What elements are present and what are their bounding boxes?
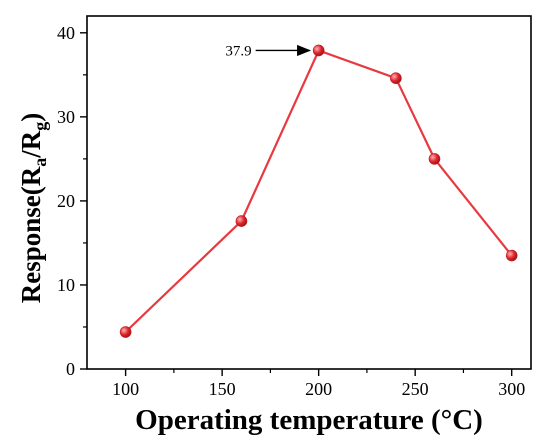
y-axis-title-sub-a: a — [30, 158, 50, 167]
x-axis-ticks: 100 150 200 250 300 — [112, 369, 525, 399]
y-axis-title: Response(Ra/Rg) — [16, 113, 50, 304]
y-axis-title-prefix: Response(R — [16, 166, 46, 303]
series-line — [124, 49, 513, 333]
annotation-label: 37.9 — [225, 43, 251, 59]
data-point — [119, 326, 132, 338]
x-tick-label: 100 — [112, 379, 139, 399]
x-tick-label: 250 — [402, 379, 429, 399]
y-axis-title-mid: /R — [16, 130, 46, 159]
y-tick-label: 20 — [57, 191, 75, 211]
x-tick-label: 200 — [305, 379, 332, 399]
y-tick-label: 30 — [57, 107, 75, 127]
y-axis-ticks: 0 10 20 30 40 — [57, 23, 87, 379]
x-axis-title: Operating temperature (°C) — [135, 404, 483, 436]
data-point — [390, 72, 402, 84]
y-tick-label: 10 — [57, 275, 75, 295]
y-axis-title-suffix: ) — [16, 113, 46, 122]
x-tick-label: 300 — [498, 379, 525, 399]
y-axis-title-sub-g: g — [30, 122, 50, 131]
y-tick-label: 40 — [57, 23, 75, 43]
plot-frame — [86, 15, 532, 370]
data-point — [505, 249, 518, 262]
y-tick-label: 0 — [66, 359, 75, 379]
x-tick-label: 150 — [209, 379, 236, 399]
peak-annotation: 37.9 — [225, 43, 312, 59]
series-markers — [119, 44, 518, 338]
data-point — [312, 44, 325, 57]
data-point — [428, 153, 441, 165]
data-point — [235, 215, 248, 227]
